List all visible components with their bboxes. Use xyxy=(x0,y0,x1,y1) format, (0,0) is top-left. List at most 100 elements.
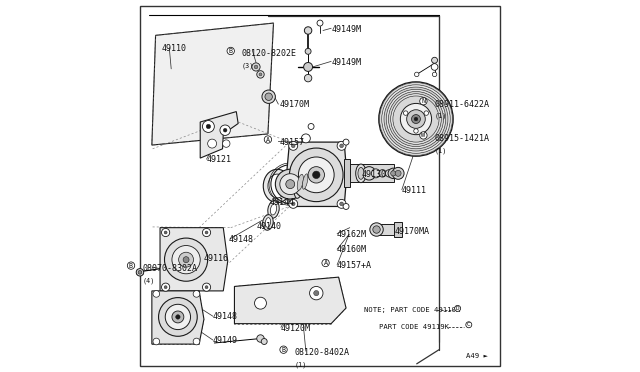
Circle shape xyxy=(202,228,211,237)
Circle shape xyxy=(159,298,197,336)
Circle shape xyxy=(373,226,380,233)
Circle shape xyxy=(308,167,324,183)
Circle shape xyxy=(257,71,264,78)
Circle shape xyxy=(388,168,399,179)
Circle shape xyxy=(183,257,189,263)
Text: A: A xyxy=(266,137,270,142)
Circle shape xyxy=(385,170,393,177)
Circle shape xyxy=(379,170,386,177)
Circle shape xyxy=(433,72,437,77)
Ellipse shape xyxy=(268,174,287,198)
Polygon shape xyxy=(234,277,346,324)
Text: 49120M: 49120M xyxy=(280,324,310,333)
Text: PART CODE 49119K: PART CODE 49119K xyxy=(379,324,449,330)
Circle shape xyxy=(262,90,275,103)
Ellipse shape xyxy=(356,164,366,183)
Polygon shape xyxy=(160,228,228,291)
Circle shape xyxy=(193,291,200,297)
Text: 49148: 49148 xyxy=(212,312,237,321)
Text: 49121: 49121 xyxy=(207,155,232,164)
Circle shape xyxy=(164,231,167,234)
Circle shape xyxy=(317,20,323,26)
Circle shape xyxy=(205,286,208,289)
Text: 49149: 49149 xyxy=(212,336,237,345)
Text: 49162M: 49162M xyxy=(337,230,367,239)
Text: 08911-6422A: 08911-6422A xyxy=(435,100,490,109)
Circle shape xyxy=(424,111,429,115)
Circle shape xyxy=(206,124,211,129)
Text: 08120-8402A: 08120-8402A xyxy=(294,348,349,357)
Ellipse shape xyxy=(358,167,364,179)
Ellipse shape xyxy=(271,204,276,215)
Circle shape xyxy=(289,141,298,150)
Circle shape xyxy=(265,93,273,100)
Circle shape xyxy=(223,140,230,147)
Circle shape xyxy=(337,199,346,208)
Circle shape xyxy=(431,57,438,63)
Polygon shape xyxy=(394,222,402,237)
Circle shape xyxy=(252,63,260,71)
Text: (1): (1) xyxy=(435,147,447,154)
Circle shape xyxy=(380,83,452,155)
Text: 49157: 49157 xyxy=(279,138,304,147)
Text: B: B xyxy=(228,48,233,54)
Circle shape xyxy=(223,128,227,132)
Circle shape xyxy=(165,304,191,330)
Circle shape xyxy=(384,87,448,151)
Circle shape xyxy=(431,64,438,70)
Text: 08070-8302A: 08070-8302A xyxy=(142,264,197,273)
Text: D: D xyxy=(456,306,460,311)
Circle shape xyxy=(161,283,170,291)
Text: B: B xyxy=(282,347,285,353)
Circle shape xyxy=(395,170,401,176)
Ellipse shape xyxy=(300,166,310,197)
Circle shape xyxy=(175,315,180,319)
Circle shape xyxy=(415,72,419,77)
Circle shape xyxy=(308,124,314,129)
Circle shape xyxy=(371,169,380,178)
Text: 49170M: 49170M xyxy=(279,100,309,109)
Circle shape xyxy=(305,74,312,82)
Circle shape xyxy=(312,171,320,179)
Polygon shape xyxy=(287,142,347,206)
Text: (4): (4) xyxy=(142,277,154,284)
Circle shape xyxy=(286,180,294,189)
Circle shape xyxy=(412,115,420,124)
Circle shape xyxy=(305,48,311,54)
Text: B: B xyxy=(129,263,133,269)
Circle shape xyxy=(179,252,193,267)
Ellipse shape xyxy=(262,215,273,230)
Text: 49170MA: 49170MA xyxy=(394,227,429,236)
Circle shape xyxy=(392,167,404,179)
Circle shape xyxy=(259,73,262,76)
Circle shape xyxy=(393,96,439,142)
Text: 49140: 49140 xyxy=(257,222,282,231)
Circle shape xyxy=(340,202,344,206)
Circle shape xyxy=(414,117,418,121)
Text: A: A xyxy=(323,260,328,266)
Circle shape xyxy=(172,246,200,274)
Polygon shape xyxy=(346,164,394,182)
Ellipse shape xyxy=(302,174,308,189)
Circle shape xyxy=(254,65,258,69)
Text: N: N xyxy=(421,98,426,104)
Circle shape xyxy=(164,286,167,289)
Text: 08120-8202E: 08120-8202E xyxy=(242,49,297,58)
Circle shape xyxy=(138,270,142,274)
Circle shape xyxy=(161,228,170,237)
Circle shape xyxy=(343,139,349,145)
Circle shape xyxy=(289,199,298,208)
Circle shape xyxy=(390,94,441,144)
Circle shape xyxy=(280,174,301,195)
Circle shape xyxy=(386,89,445,149)
Circle shape xyxy=(291,144,295,148)
Circle shape xyxy=(220,125,230,135)
Text: 49160M: 49160M xyxy=(337,246,367,254)
Text: 49157+A: 49157+A xyxy=(337,262,372,270)
Circle shape xyxy=(379,82,453,156)
Ellipse shape xyxy=(268,201,279,218)
Circle shape xyxy=(207,139,216,148)
Circle shape xyxy=(193,338,200,345)
Circle shape xyxy=(275,169,305,199)
Circle shape xyxy=(289,148,343,202)
